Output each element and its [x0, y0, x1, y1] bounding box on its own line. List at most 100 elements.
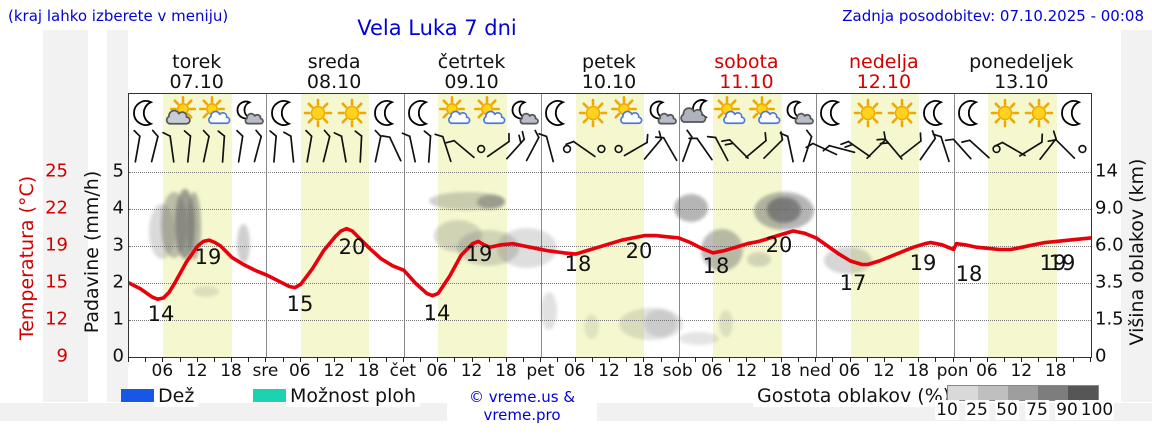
density-scale-segment	[978, 386, 1008, 400]
wind-barb-icon	[236, 129, 244, 163]
x-axis-tick	[231, 357, 233, 362]
x-axis-label: 12	[1010, 361, 1033, 381]
x-axis-tick	[420, 357, 422, 362]
wind-barb-icon	[374, 129, 382, 163]
x-axis-label: 06	[288, 361, 311, 381]
wind-barb-icon	[253, 129, 263, 163]
x-axis-tick	[986, 357, 988, 362]
cloud-blob	[644, 309, 677, 337]
wind-barb-icon	[283, 131, 295, 163]
x-axis-label: 18	[357, 361, 380, 381]
precip-axis-tick-label: 4	[112, 197, 124, 219]
sun-icon	[338, 98, 367, 128]
calm-wind-icon	[1078, 144, 1087, 154]
wind-barb-icon	[1047, 138, 1076, 160]
legend-rain-swatch	[121, 389, 157, 402]
temp-value-label: 17	[839, 271, 867, 295]
wind-barb-icon	[1039, 130, 1057, 161]
temp-value-label: 14	[147, 302, 175, 326]
x-axis-tick	[866, 357, 868, 362]
density-scale-tick-label: 25	[965, 400, 989, 420]
cloud-blob	[193, 286, 219, 297]
cloud-blob	[619, 308, 683, 340]
last-updated-text: Zadnja posodobitev: 07.10.2025 - 00:08	[842, 7, 1144, 25]
wind-barb-icon	[1019, 133, 1044, 157]
cloud-blob	[477, 195, 505, 209]
x-axis-label: 18	[632, 361, 655, 381]
temp-value-label: 20	[625, 239, 653, 263]
daylight-band	[987, 94, 1057, 357]
wind-barb-icon	[688, 137, 713, 161]
day-header: ponedeljek 13.10	[953, 52, 1090, 92]
day-date: 12.10	[856, 71, 912, 93]
day-date: 09.10	[444, 71, 499, 93]
sun-icon	[853, 98, 882, 128]
menu-hint-text: (kraj lahko izberete v meniju)	[8, 7, 229, 25]
density-scale-segment	[1038, 386, 1068, 400]
wind-barb-icon	[840, 140, 871, 158]
moon-icon	[270, 100, 291, 126]
wind-barb-icon	[932, 133, 950, 163]
moon-icon	[133, 100, 154, 126]
x-axis-tick	[712, 357, 714, 362]
x-axis-tick	[1038, 357, 1040, 362]
sun-cloud-icon	[748, 96, 780, 125]
temp-value-label: 19	[1048, 251, 1076, 275]
wind-barb-icon	[401, 132, 416, 163]
x-axis-label: 18	[769, 361, 792, 381]
x-axis-tick	[248, 357, 250, 362]
x-axis-label: 12	[735, 361, 758, 381]
legend-showers-label: Možnost ploh	[286, 385, 421, 407]
day-name: nedelja	[849, 51, 919, 73]
page-title: Vela Luka 7 dni	[357, 16, 517, 40]
x-axis-tick	[969, 357, 971, 362]
day-separator-line	[678, 94, 680, 357]
wind-barb-icon	[183, 130, 192, 163]
precip-axis-tick-label: 1	[112, 308, 124, 330]
wind-barb-icon	[162, 131, 175, 163]
x-axis-tick	[935, 357, 937, 362]
moon-icon	[957, 100, 979, 126]
x-axis-label: 06	[838, 361, 861, 381]
margin-strip	[43, 30, 88, 402]
wind-barb-icon	[565, 140, 596, 158]
day-name: ponedeljek	[969, 51, 1074, 73]
density-scale-tick-label: 10	[935, 400, 959, 420]
temp-axis-tick-label: 15	[45, 271, 68, 293]
copyright-link[interactable]: © vreme.us & vreme.pro	[447, 388, 597, 424]
precip-axis-tick-label: 3	[112, 234, 124, 256]
day-name: petek	[582, 51, 636, 73]
x-axis-tick	[883, 357, 885, 362]
temp-axis-tick-label: 12	[45, 308, 68, 330]
precip-axis-tick-label: 5	[112, 160, 124, 182]
wind-barb-icon	[876, 138, 903, 160]
wind-barb-icon	[525, 129, 540, 162]
wind-barb-icon	[623, 133, 649, 157]
cloud-axis-tick-label: 0	[1095, 345, 1107, 367]
moon-icon	[1060, 100, 1082, 126]
density-scale-tick-label: 50	[995, 400, 1019, 420]
cloud-blob	[719, 310, 733, 337]
cloud-blob	[237, 224, 250, 264]
day-date: 11.10	[719, 71, 774, 93]
x-axis-tick	[952, 357, 954, 362]
x-axis-label: čet	[389, 361, 417, 381]
wind-barb-icon	[899, 132, 922, 158]
density-scale-tick-label: 90	[1055, 400, 1079, 420]
x-axis-label: 06	[563, 361, 586, 381]
margin-strip	[1121, 30, 1152, 402]
plot-area: 14 19 15 20 14 19 18 20 18 20 17 19 18 19 19	[128, 93, 1092, 358]
moon-icon	[923, 100, 944, 126]
x-axis-tick	[128, 357, 129, 362]
x-axis-tick	[402, 357, 404, 362]
wind-barb-icon	[445, 139, 475, 159]
x-axis-tick	[316, 357, 318, 362]
x-axis-tick	[591, 357, 593, 362]
x-axis-label: ned	[799, 361, 832, 381]
day-name: sreda	[307, 51, 361, 73]
margin-strip	[107, 30, 128, 402]
wind-barb-icon	[779, 132, 794, 163]
temp-axis-tick-label: 9	[56, 345, 68, 367]
wind-barb-icon	[333, 132, 347, 163]
day-header: sobota 11.10	[678, 52, 815, 92]
